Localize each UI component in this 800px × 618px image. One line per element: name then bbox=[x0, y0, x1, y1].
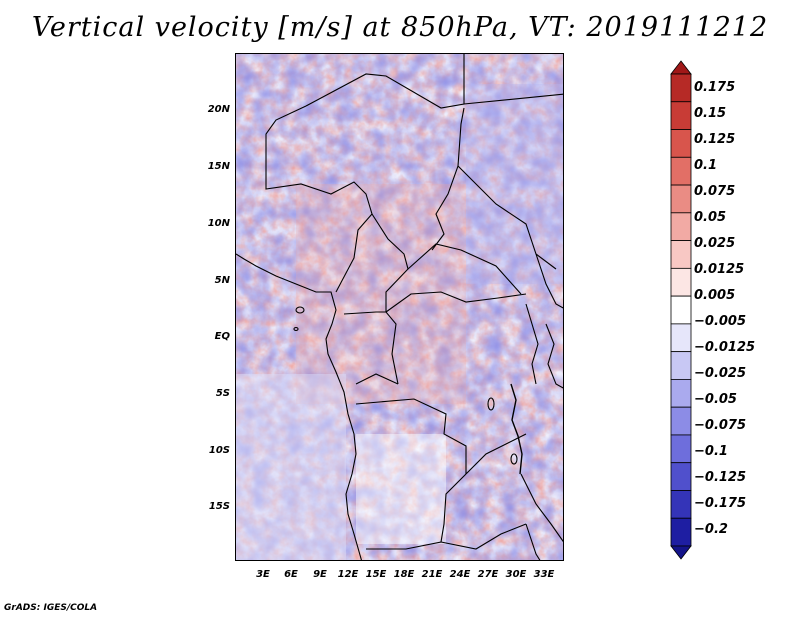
colorbar-label-0005: 0.005 bbox=[694, 288, 736, 303]
lon-label-12e: 12E bbox=[337, 569, 359, 580]
chart-title: Vertical velocity [m/s] at 850hPa, VT: 2… bbox=[31, 12, 769, 43]
colorbar-label-neg0025: −0.025 bbox=[694, 366, 747, 381]
colorbar-bin bbox=[670, 156, 692, 186]
colorbar-bin bbox=[670, 379, 692, 408]
colorbar-bin bbox=[670, 323, 692, 353]
lat-label-15s: 15S bbox=[208, 501, 230, 512]
colorbar-top-arrow bbox=[670, 60, 692, 75]
colorbar-bin bbox=[670, 240, 692, 269]
colorbar-label-0125: 0.125 bbox=[694, 132, 736, 147]
colorbar-bin bbox=[670, 517, 692, 547]
colorbar-label-neg0175: −0.175 bbox=[694, 496, 747, 511]
colorbar-bottom-arrow bbox=[670, 545, 692, 560]
colorbar-label-01: 0.1 bbox=[694, 158, 718, 173]
lon-label-27e: 27E bbox=[477, 569, 499, 580]
colorbar-bin bbox=[670, 434, 692, 464]
colorbar-bin bbox=[670, 462, 692, 491]
map-panel bbox=[235, 53, 564, 561]
colorbar-label-00125: 0.0125 bbox=[694, 262, 745, 277]
lon-label-30e: 30E bbox=[505, 569, 527, 580]
lon-label-33e: 33E bbox=[533, 569, 555, 580]
lat-label-10s: 10S bbox=[208, 445, 230, 456]
colorbar-label-neg0075: −0.075 bbox=[694, 418, 747, 433]
grads-credit: GrADS: IGES/COLA bbox=[4, 603, 98, 613]
colorbar bbox=[670, 60, 692, 560]
colorbar-label-neg0005: −0.005 bbox=[694, 314, 747, 329]
colorbar-bin bbox=[670, 184, 692, 214]
colorbar-label-neg01: −0.1 bbox=[694, 444, 728, 459]
colorbar-bin bbox=[670, 295, 692, 325]
colorbar-label-neg005: −0.05 bbox=[694, 392, 737, 407]
lon-label-21e: 21E bbox=[421, 569, 443, 580]
colorbar-label-neg00125: −0.0125 bbox=[694, 340, 756, 355]
lon-label-6e: 6E bbox=[284, 569, 298, 580]
colorbar-label-015: 0.15 bbox=[694, 106, 727, 121]
colorbar-label-005: 0.05 bbox=[694, 210, 727, 225]
velocity-map bbox=[236, 54, 563, 560]
colorbar-label-neg0125: −0.125 bbox=[694, 470, 747, 485]
colorbar-bin bbox=[670, 101, 692, 130]
lat-label-20n: 20N bbox=[207, 104, 230, 115]
colorbar-bin bbox=[670, 212, 692, 241]
lat-label-5s: 5S bbox=[215, 388, 230, 399]
lon-label-18e: 18E bbox=[393, 569, 415, 580]
colorbar-bin bbox=[670, 490, 692, 519]
colorbar-bin bbox=[670, 267, 692, 297]
lat-label-eq: EQ bbox=[214, 331, 230, 342]
lon-label-24e: 24E bbox=[449, 569, 471, 580]
lon-label-15e: 15E bbox=[365, 569, 387, 580]
lat-label-10n: 10N bbox=[207, 218, 230, 229]
lat-label-5n: 5N bbox=[214, 275, 230, 286]
colorbar-bin bbox=[670, 351, 692, 380]
colorbar-bin bbox=[670, 406, 692, 436]
lon-label-3e: 3E bbox=[256, 569, 270, 580]
colorbar-bin bbox=[670, 129, 692, 158]
colorbar-label-0025: 0.025 bbox=[694, 236, 736, 251]
colorbar-label-neg02: −0.2 bbox=[694, 522, 728, 537]
colorbar-label-0075: 0.075 bbox=[694, 184, 736, 199]
lon-label-9e: 9E bbox=[313, 569, 327, 580]
lat-label-15n: 15N bbox=[207, 161, 230, 172]
colorbar-label-0175: 0.175 bbox=[694, 80, 736, 95]
colorbar-bin bbox=[670, 73, 692, 103]
